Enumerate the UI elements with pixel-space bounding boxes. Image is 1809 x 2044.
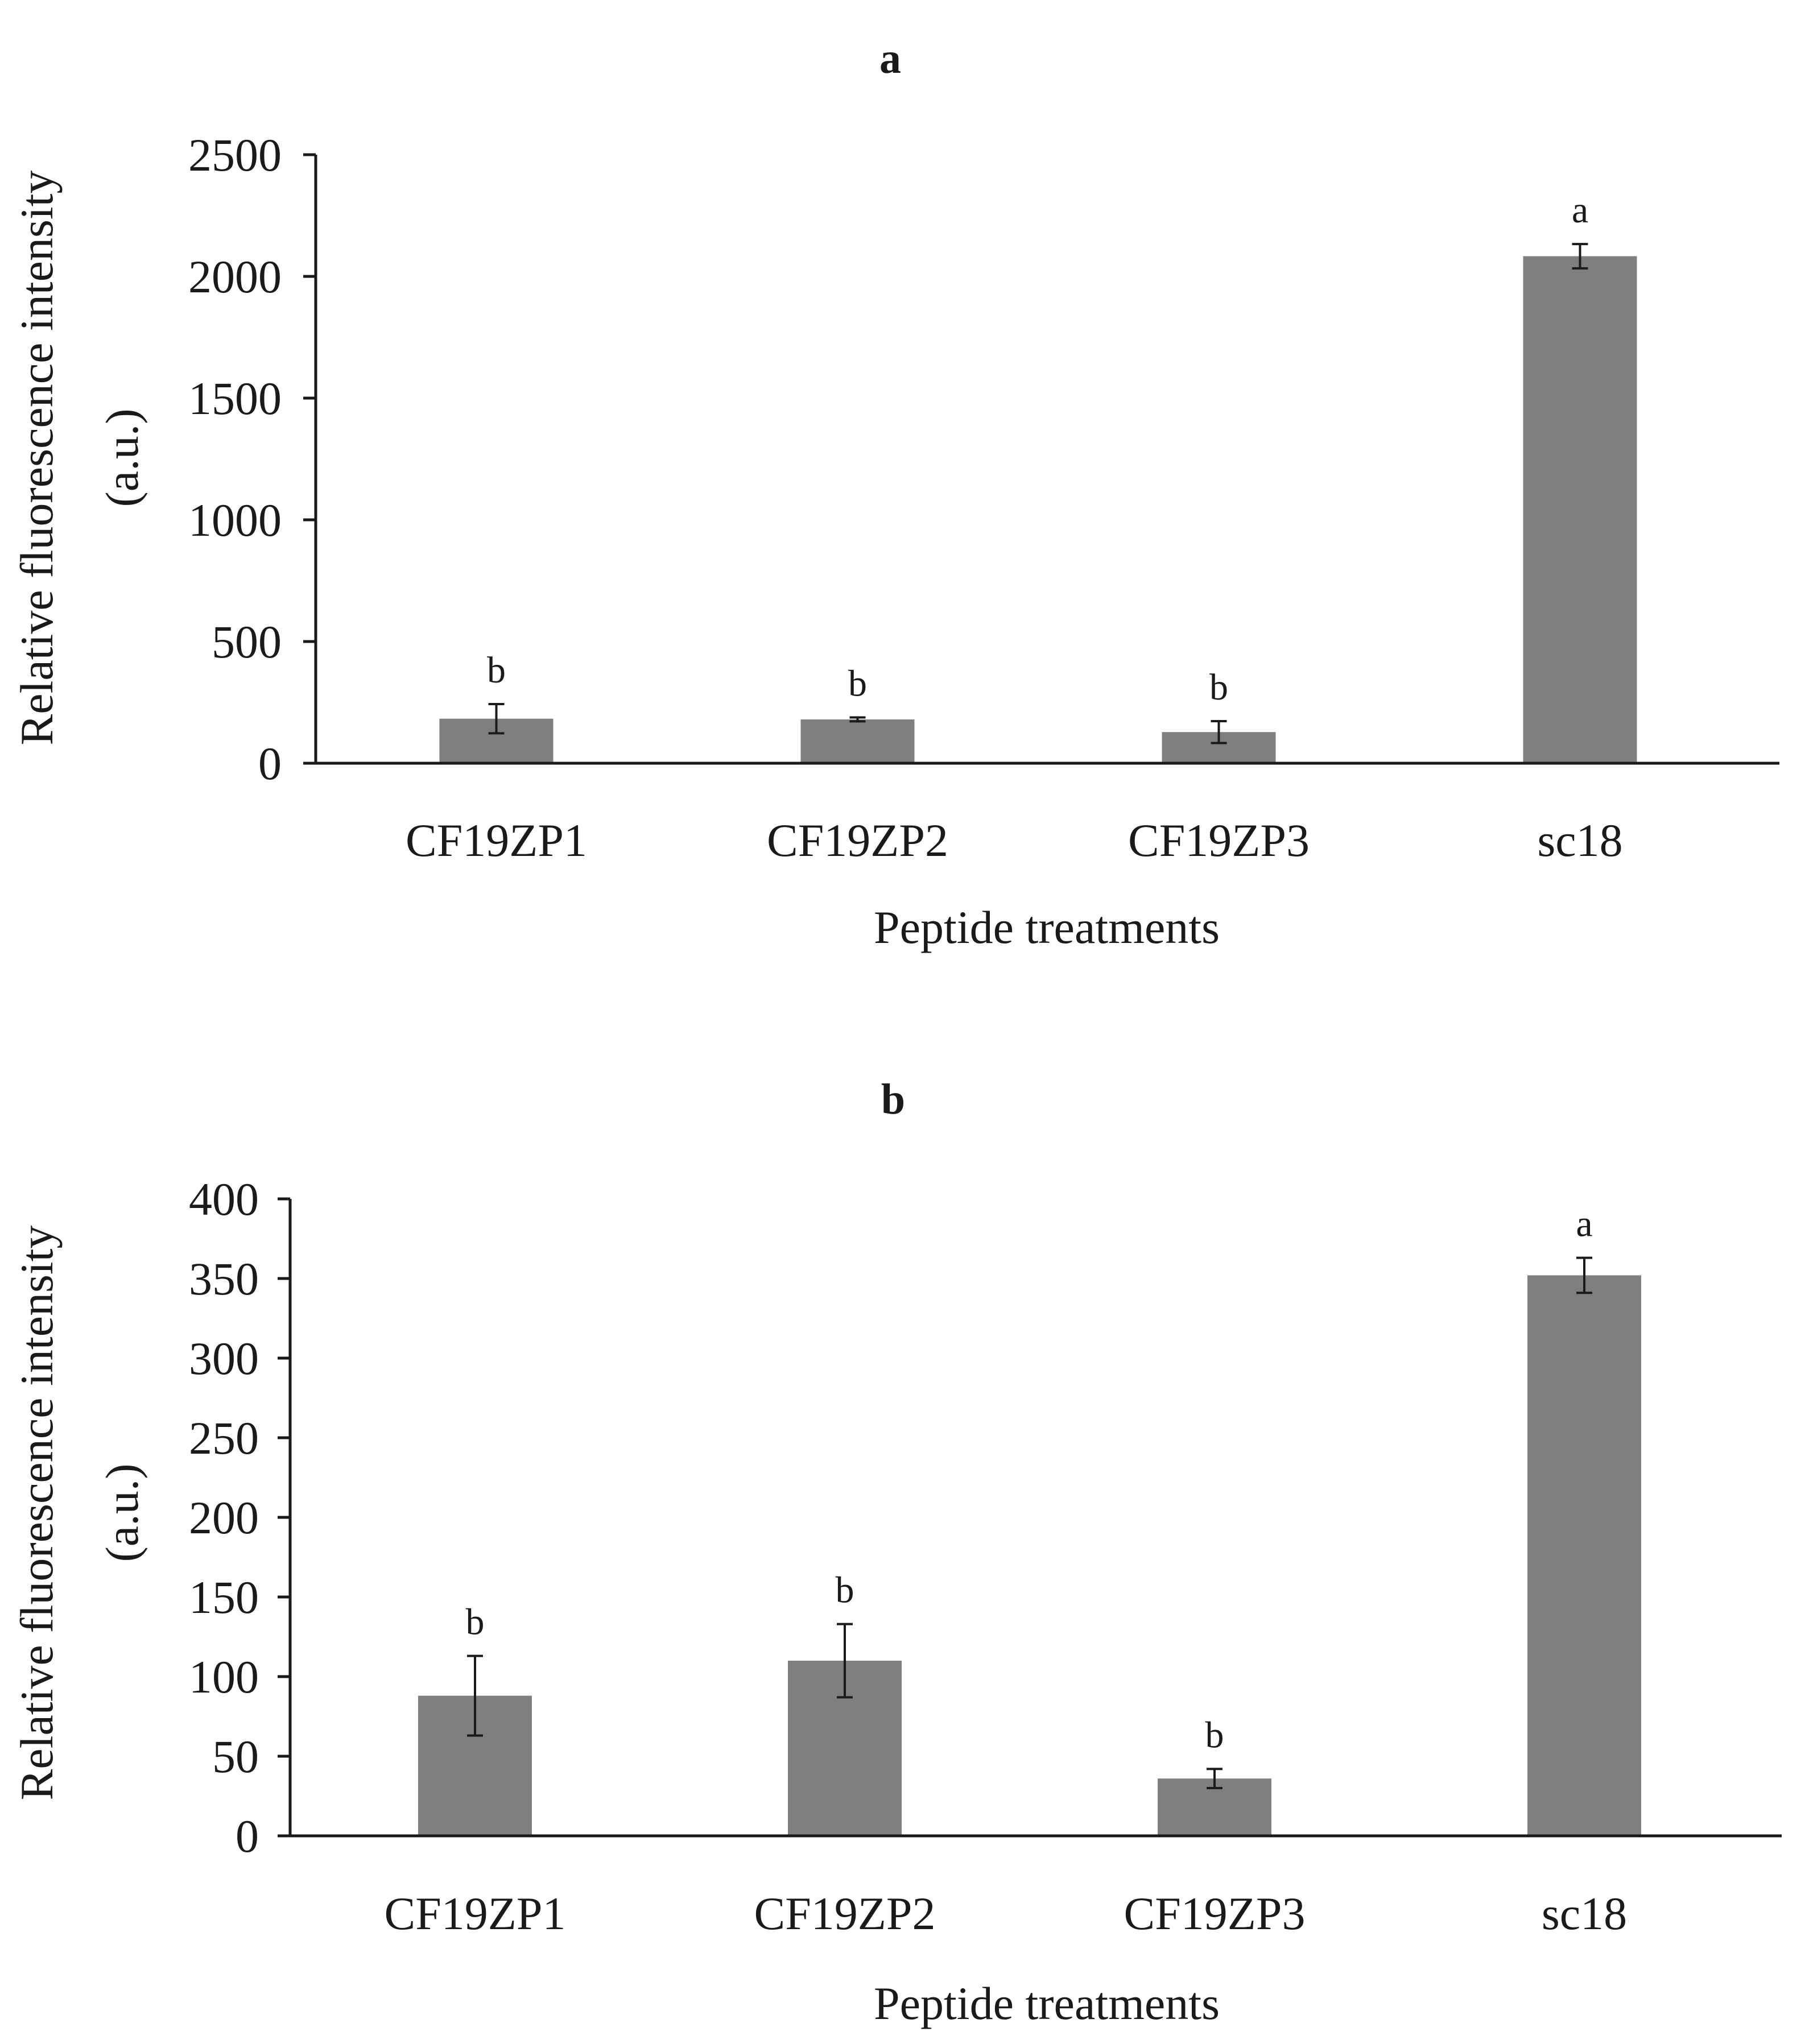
chart-b-ylabel-line2: (a.u.): [96, 1463, 148, 1562]
y-tick-label: 0: [236, 1810, 259, 1862]
x-tick-label: CF19ZP3: [1128, 814, 1310, 866]
x-tick-label: CF19ZP3: [1124, 1888, 1306, 1939]
y-tick-label: 0: [258, 738, 282, 789]
significance-letter: b: [836, 1570, 854, 1611]
x-tick-label: sc18: [1537, 814, 1622, 866]
y-tick-label: 50: [212, 1731, 259, 1782]
significance-letter: a: [1572, 189, 1588, 231]
chart-a-bars: [439, 256, 1637, 763]
chart-b: b Relative fluorescence intensity (a.u.)…: [11, 1075, 1782, 2029]
y-tick-label: 350: [189, 1253, 259, 1305]
x-tick-label: CF19ZP2: [767, 814, 948, 866]
chart-a-ylabel: Relative fluorescence intensity (a.u.): [11, 171, 148, 746]
chart-a-y-axis-ticks: 0 500 1000 1500 2000 2500: [188, 129, 316, 789]
chart-b-xlabel: Peptide treatments: [874, 1977, 1220, 2029]
chart-a-ylabel-line1: Relative fluorescence intensity: [11, 171, 63, 746]
bar-cf19zp2: [800, 719, 915, 763]
chart-b-x-tick-labels: CF19ZP1 CF19ZP2 CF19ZP3 sc18: [385, 1888, 1628, 1939]
significance-letter: a: [1576, 1203, 1592, 1245]
y-tick-label: 250: [189, 1412, 259, 1464]
y-tick-label: 150: [189, 1571, 259, 1623]
y-tick-label: 1000: [188, 494, 282, 546]
chart-b-ylabel: Relative fluorescence intensity (a.u.): [11, 1226, 148, 1801]
chart-b-y-axis-ticks: 0 50 100 150 200 250 300 350 400: [189, 1173, 290, 1862]
chart-a-x-tick-labels: CF19ZP1 CF19ZP2 CF19ZP3 sc18: [406, 814, 1623, 866]
y-tick-label: 2500: [188, 129, 282, 181]
x-tick-label: sc18: [1542, 1888, 1627, 1939]
chart-b-significance-letters: b b b a: [466, 1203, 1593, 1756]
significance-letter: b: [1209, 667, 1228, 708]
y-tick-label: 2000: [188, 251, 282, 303]
significance-letter: b: [848, 663, 867, 705]
chart-a-error-bars: [488, 243, 1588, 744]
y-tick-label: 200: [189, 1492, 259, 1544]
x-tick-label: CF19ZP2: [754, 1888, 936, 1939]
chart-b-ylabel-line1: Relative fluorescence intensity: [11, 1226, 63, 1801]
chart-b-title: b: [881, 1075, 905, 1123]
chart-a-xlabel: Peptide treatments: [874, 901, 1220, 953]
y-tick-label: 300: [189, 1333, 259, 1384]
significance-letter: b: [466, 1602, 485, 1643]
chart-a: a Relative fluorescence intensity (a.u.)…: [11, 35, 1779, 953]
chart-a-ylabel-line2: (a.u.): [96, 408, 148, 507]
y-tick-label: 1500: [188, 373, 282, 424]
significance-letter: b: [1205, 1714, 1224, 1756]
bar-sc18: [1523, 256, 1637, 763]
y-tick-label: 100: [189, 1651, 259, 1703]
y-tick-label: 400: [189, 1173, 259, 1225]
significance-letter: b: [487, 649, 506, 691]
chart-a-significance-letters: b b b a: [487, 189, 1588, 708]
bar-sc18: [1527, 1275, 1641, 1836]
chart-b-bars: [418, 1275, 1641, 1836]
x-tick-label: CF19ZP1: [385, 1888, 566, 1939]
y-tick-label: 500: [212, 616, 282, 668]
chart-a-title: a: [879, 35, 901, 82]
chart-b-error-bars: [467, 1256, 1592, 1789]
x-tick-label: CF19ZP1: [406, 814, 587, 866]
